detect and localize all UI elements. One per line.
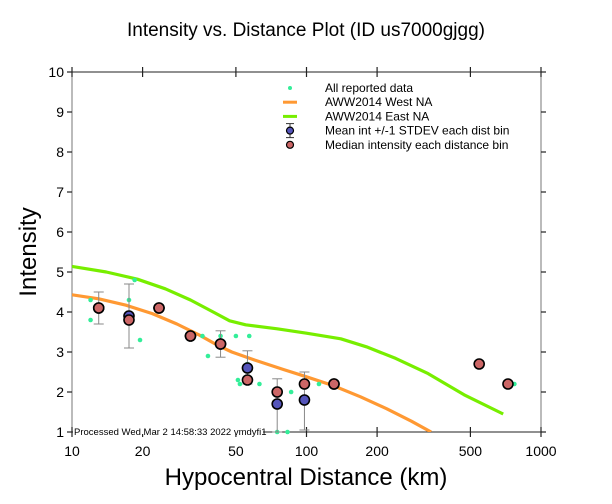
y-tick-label: 1 [56, 424, 64, 440]
median-intensity-marker [184, 330, 197, 342]
legend-circle-icon [285, 126, 295, 135]
legend-item-east: AWW2014 East NA [283, 109, 429, 123]
plot-area: 1 2 3 4 5 6 7 8 9 10 10 20 50 100 200 500 1000 Processed … [48, 64, 556, 459]
y-tick-label: 7 [56, 184, 64, 200]
median-intensity-marker [153, 302, 165, 314]
legend-label: AWW2014 West NA [325, 95, 432, 109]
footnote-background [73, 422, 263, 434]
x-tick-label: 100 [295, 443, 319, 459]
x-tick-label: 1000 [525, 443, 556, 459]
y-tick-label: 2 [56, 384, 64, 400]
legend-item-mean: Mean int +/-1 STDEV each dist bin [285, 123, 509, 139]
reported-data-point [246, 333, 252, 339]
median-intensity-marker [328, 378, 340, 390]
x-tick-label: 500 [459, 443, 483, 459]
x-tick-label: 200 [365, 443, 389, 459]
x-axis-label: Hypocentral Distance (km) [165, 464, 448, 491]
reported-data-point [88, 297, 93, 303]
reported-data-point [235, 377, 241, 383]
reported-data-point [285, 429, 290, 435]
median-intensity-marker [473, 358, 485, 370]
median-intensity-marker [298, 378, 311, 390]
mean-intensity-marker [298, 394, 311, 406]
legend-item-west: AWW2014 West NA [283, 95, 432, 109]
reported-data-point [88, 317, 93, 323]
reported-data-point [237, 381, 243, 387]
y-tick-label: 6 [56, 224, 64, 240]
west-na-curve [72, 293, 432, 432]
median-intensity-marker [214, 338, 227, 350]
legend-label: AWW2014 East NA [325, 109, 429, 123]
y-tick-label: 10 [48, 64, 64, 80]
reported-data-point [316, 381, 322, 387]
y-tick-label: 3 [56, 344, 64, 360]
processed-footnote: Processed Wed Mar 2 14:58:33 2022 vmdyfi… [74, 427, 267, 438]
east-na-curve [72, 264, 504, 416]
legend-item-median: Median intensity each distance bin [285, 138, 508, 152]
median-intensity-marker [502, 378, 514, 390]
y-tick-label: 5 [56, 264, 64, 280]
x-tick-label: 10 [64, 443, 80, 459]
legend-label: Median intensity each distance bin [325, 138, 508, 152]
legend-circle-icon [285, 140, 295, 149]
y-axis-label: Intensity [15, 207, 42, 296]
reported-data-point [205, 353, 211, 359]
chart-title: Intensity vs. Distance Plot (ID us7000gj… [127, 20, 485, 41]
median-intensity-marker [92, 302, 105, 314]
legend-dot-icon [288, 86, 292, 90]
legend-label: Mean int +/-1 STDEV each dist bin [325, 124, 509, 138]
reported-data-point [288, 389, 294, 395]
legend-item-all_data: All reported data [288, 81, 413, 95]
mean-intensity-marker [271, 398, 284, 410]
legend-label: All reported data [325, 81, 413, 95]
mean-intensity-marker [241, 362, 254, 374]
median-intensity-marker [241, 374, 254, 386]
x-tick-label: 20 [135, 443, 151, 459]
reported-data-point [233, 333, 239, 339]
median-intensity-marker [123, 314, 135, 326]
reported-data-point [200, 333, 205, 339]
x-tick-label: 50 [228, 443, 244, 459]
reported-data-point [257, 381, 262, 387]
y-tick-label: 4 [56, 304, 64, 320]
reported-data-point [137, 337, 143, 343]
reported-data-point [132, 277, 137, 283]
y-tick-label: 9 [56, 104, 64, 120]
median-intensity-marker [271, 386, 284, 398]
y-tick-label: 8 [56, 144, 64, 160]
